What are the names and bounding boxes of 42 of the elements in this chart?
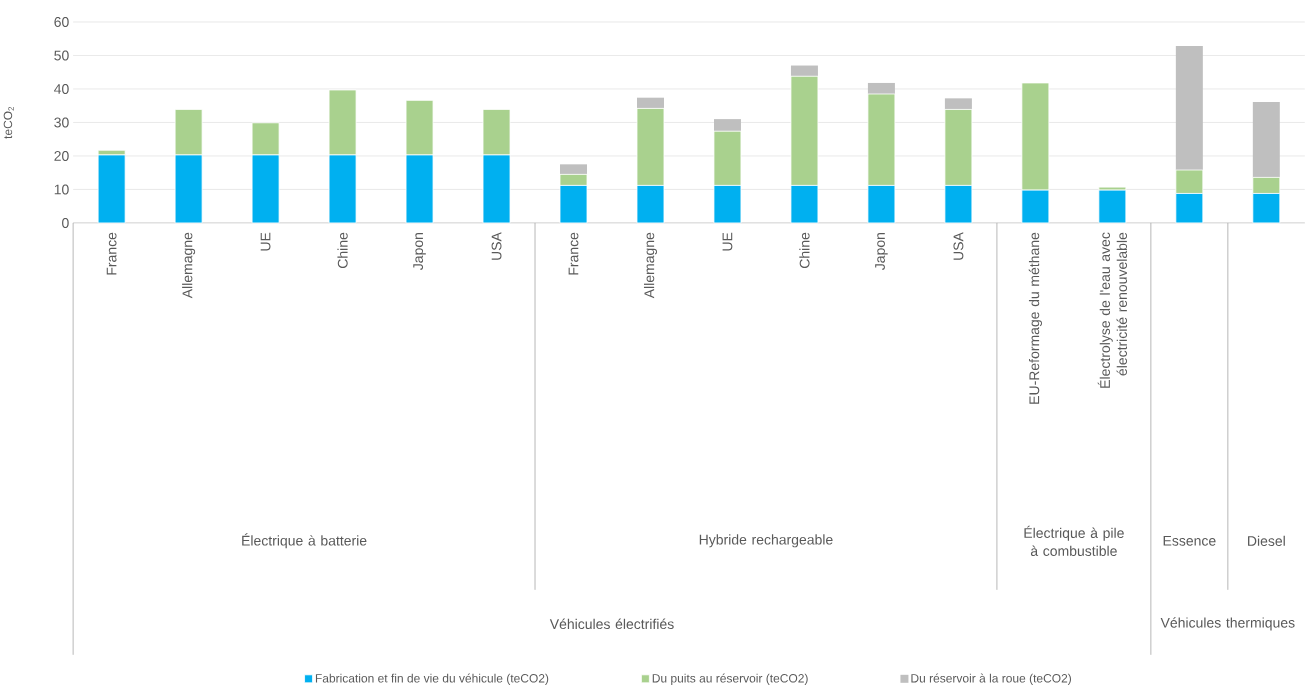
bar — [1098, 189, 1127, 224]
text: Essence — [1163, 535, 1216, 546]
y-axis-title: teCO$_{2}$ — [3, 106, 14, 139]
text: Diesel — [1248, 535, 1285, 546]
x-tick-label: EU-Reformage du méthane — [1028, 232, 1042, 404]
y-tick-label: 30 — [54, 117, 69, 128]
x-tick-label: France — [568, 232, 579, 275]
x-tick-label: Chine — [337, 232, 348, 268]
y-tick-label: 60 — [54, 17, 69, 27]
bar — [560, 164, 587, 175]
x-tick-label: UE — [260, 232, 271, 251]
text: Électrique à batterie — [242, 533, 367, 549]
legend-label: Fabrication et fin de vie du véhicule (teCO2) — [315, 673, 549, 685]
bar — [944, 98, 972, 110]
text: Électrique à pile à combustible — [1024, 525, 1124, 556]
x-tick-label: Allemagne — [643, 232, 658, 299]
y-tick-label: 20 — [54, 150, 69, 161]
text: Véhicules électrifiés — [549, 618, 674, 630]
bar — [97, 154, 126, 224]
x-tick-label: Électrolyse de l'eau avec électricité renouvelable — [1097, 232, 1128, 388]
legend-label: Du réservoir à la roue (teCO2) — [911, 673, 1071, 685]
y-tick-label: 50 — [54, 50, 69, 61]
bar — [1175, 46, 1203, 171]
x-tick-label: UE — [722, 232, 733, 251]
x-tick-label: Japon — [875, 233, 888, 271]
y-tick-label: 0 — [62, 217, 69, 228]
bar — [1252, 102, 1280, 178]
x-tick-label: Allemagne — [182, 232, 196, 299]
legend-label: Du puits au réservoir (teCO2) — [652, 673, 808, 685]
y-tick-label: 10 — [54, 184, 69, 195]
bar — [867, 82, 895, 94]
x-tick-label: Chine — [799, 232, 810, 268]
bar — [713, 119, 741, 132]
x-tick-label: Japon — [413, 233, 426, 271]
text: Hybride rechargeable — [699, 534, 833, 548]
y-tick-label: 40 — [54, 83, 69, 94]
bar — [636, 97, 664, 109]
bar — [790, 65, 818, 77]
x-tick-label: USA — [953, 232, 964, 260]
x-tick-label: USA — [491, 232, 502, 260]
x-tick-label: France — [106, 232, 117, 275]
text: Véhicules thermiques — [1160, 617, 1295, 631]
